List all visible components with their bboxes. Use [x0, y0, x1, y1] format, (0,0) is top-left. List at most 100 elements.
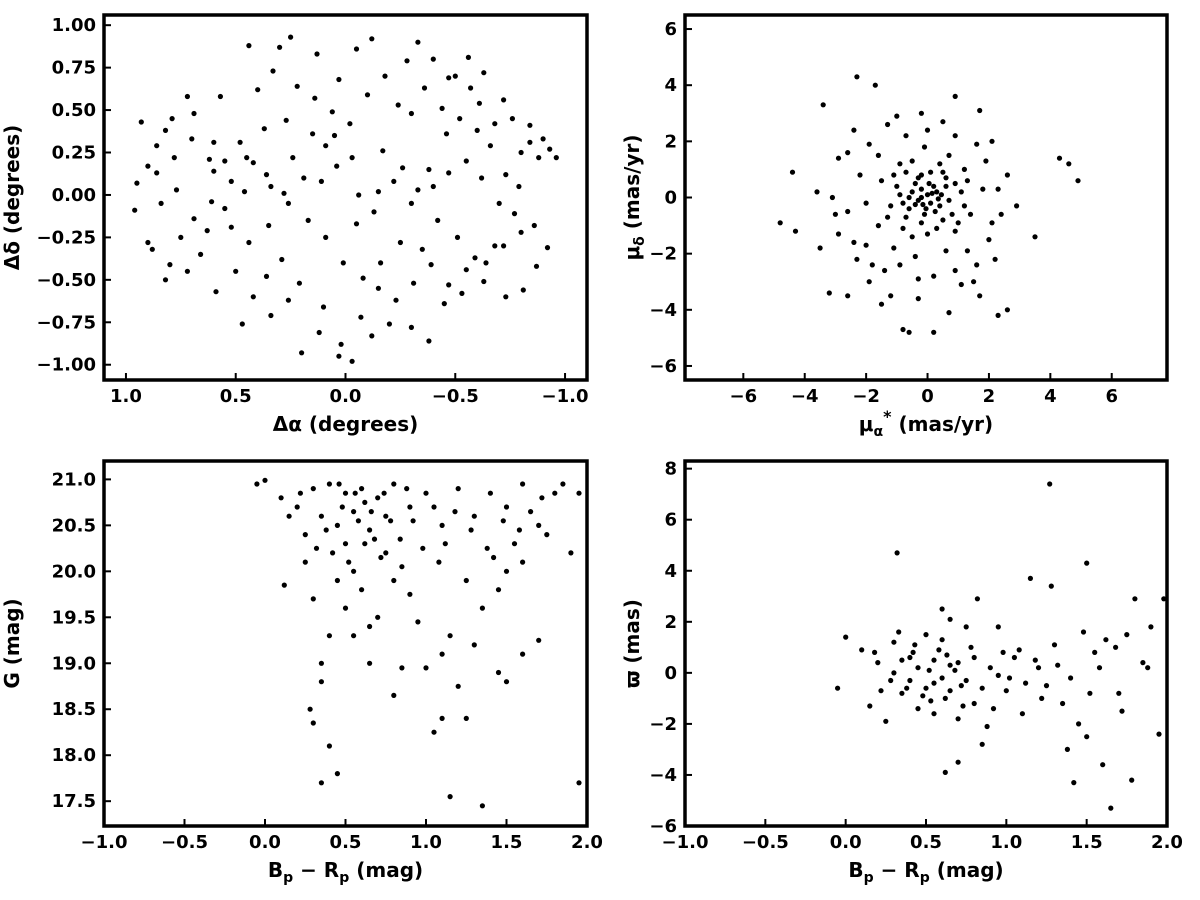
data-point-pm [900, 200, 906, 206]
data-point-sky [536, 155, 542, 161]
data-point-cmd [520, 559, 526, 565]
data-point-pm [943, 183, 949, 189]
data-point-sky [483, 260, 489, 266]
data-point-sky [301, 175, 307, 181]
data-point-plx [1047, 481, 1053, 487]
y-tick-label-sky: 0.25 [52, 143, 96, 164]
x-tick-label-plx: 0.5 [910, 832, 942, 853]
data-point-pm [903, 133, 909, 139]
data-point-cmd [431, 504, 437, 510]
data-point-plx [915, 665, 921, 671]
data-point-sky [268, 183, 274, 190]
data-point-sky [487, 143, 493, 149]
data-point-pm [866, 141, 872, 147]
data-point-sky [184, 268, 190, 274]
data-point-pm [882, 267, 888, 274]
data-point-cmd [576, 490, 582, 496]
data-point-sky [474, 127, 480, 133]
panel-pm [683, 13, 1169, 382]
data-point-pm [977, 107, 983, 114]
data-point-plx [1043, 683, 1050, 689]
data-point-pm [943, 175, 949, 181]
data-point-cmd [431, 729, 437, 735]
data-point-pm [903, 214, 909, 220]
y-axis-label-pm: μδ (mas/yr) [620, 134, 648, 260]
data-point-cmd [423, 490, 429, 496]
data-point-sky [211, 139, 217, 145]
data-point-pm [854, 256, 860, 262]
data-point-sky [386, 321, 392, 327]
data-point-sky [178, 234, 184, 240]
data-point-sky [439, 105, 445, 111]
data-point-sky [268, 312, 274, 319]
data-point-sky [380, 148, 386, 154]
data-point-sky [329, 109, 335, 115]
data-point-sky [533, 263, 540, 269]
data-point-sky [310, 131, 316, 137]
data-point-sky [222, 205, 228, 212]
data-point-cmd [342, 605, 349, 611]
data-point-cmd [375, 614, 381, 620]
data-point-cmd [391, 692, 397, 699]
data-point-pm [929, 190, 935, 196]
data-point-cmd [576, 780, 582, 786]
data-point-sky [331, 132, 338, 139]
data-point-pm [894, 183, 900, 189]
y-tick-label-sky: −1.00 [37, 355, 97, 376]
data-point-sky [206, 156, 212, 162]
data-point-sky [239, 321, 245, 327]
x-tick-label-sky: 1.0 [110, 386, 142, 407]
data-point-plx [920, 693, 926, 699]
data-point-sky [520, 287, 526, 293]
y-tick-label-cmd: 17.5 [52, 791, 96, 812]
data-point-sky [547, 146, 553, 152]
y-tick-label-cmd: 18.0 [52, 745, 96, 766]
data-point-plx [1016, 647, 1022, 653]
data-point-plx [1032, 657, 1038, 663]
plot-frame-plx [683, 459, 1169, 828]
panel-plx [683, 459, 1169, 828]
data-point-cmd [254, 481, 260, 487]
data-point-sky [228, 178, 234, 184]
data-point-pm [885, 214, 891, 220]
data-point-plx [867, 703, 873, 709]
data-point-plx [904, 685, 910, 691]
y-tick-label-plx: 0 [664, 663, 677, 684]
data-point-sky [296, 280, 302, 286]
data-point-cmd [516, 527, 523, 533]
data-point-plx [923, 632, 929, 638]
data-point-pm [928, 200, 934, 206]
data-point-sky [353, 221, 360, 227]
data-point-plx [931, 657, 937, 663]
data-point-sky [454, 234, 461, 240]
data-point-cmd [352, 490, 358, 496]
data-point-pm [1075, 178, 1081, 184]
data-point-plx [883, 718, 889, 724]
data-point-pm [906, 206, 912, 212]
data-point-plx [1108, 805, 1114, 811]
data-point-cmd [410, 518, 416, 524]
data-point-sky [501, 97, 507, 103]
data-point-plx [1132, 596, 1138, 602]
data-point-cmd [346, 559, 352, 565]
data-point-sky [270, 68, 276, 74]
data-point-plx [907, 654, 913, 661]
data-point-plx [963, 624, 969, 630]
data-point-pm [777, 220, 783, 226]
data-point-cmd [375, 495, 381, 501]
data-point-plx [878, 688, 884, 694]
data-point-plx [1076, 721, 1082, 727]
data-point-sky [415, 39, 421, 45]
plot-frame-sky [102, 13, 589, 382]
data-point-pm [826, 290, 832, 296]
data-point-sky [435, 217, 441, 223]
data-point-sky [349, 155, 355, 161]
data-point-cmd [318, 513, 324, 519]
data-point-sky [277, 44, 283, 50]
data-point-sky [371, 209, 377, 215]
data-point-sky [457, 116, 463, 122]
data-point-cmd [334, 771, 340, 777]
data-point-sky [426, 166, 432, 173]
data-point-plx [896, 629, 902, 635]
